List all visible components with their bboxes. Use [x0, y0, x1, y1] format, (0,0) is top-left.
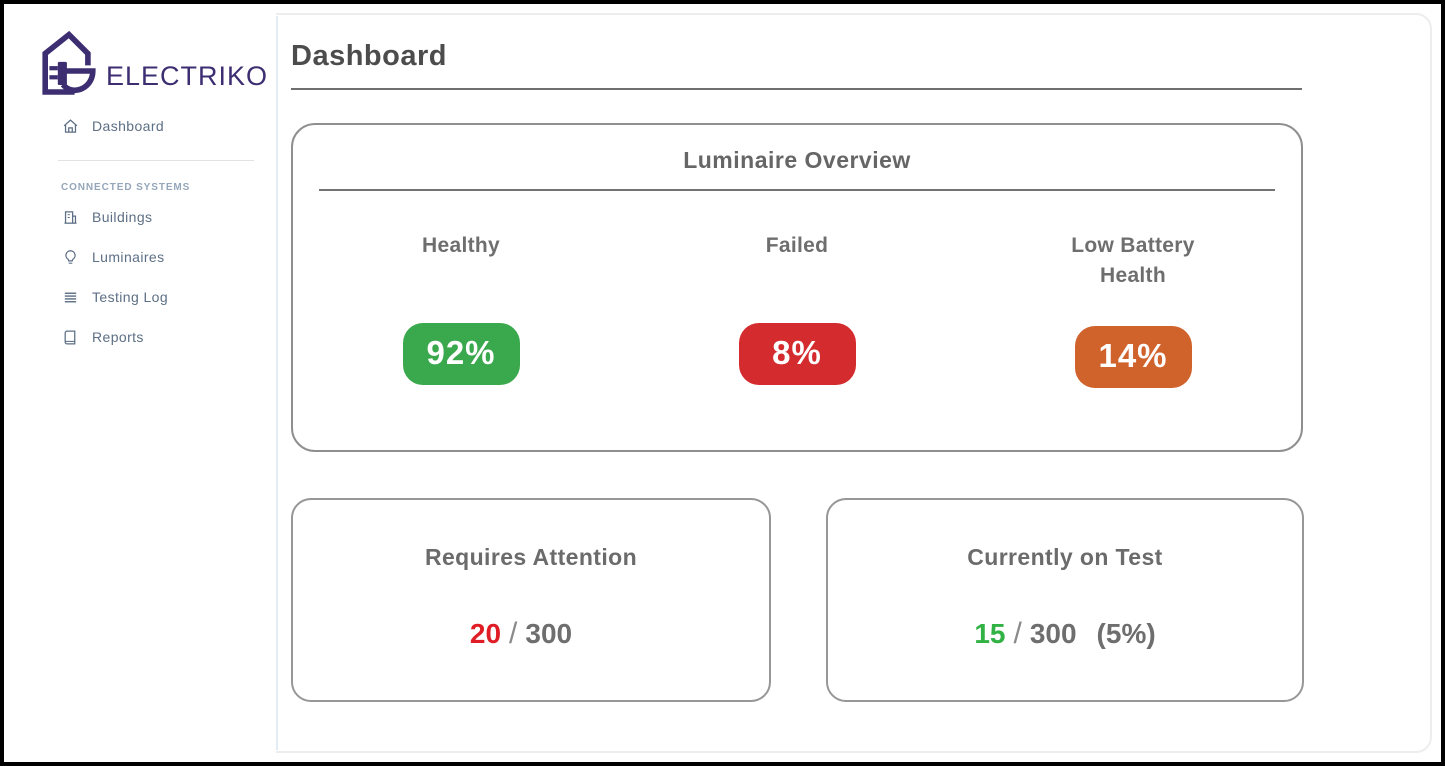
home-icon	[63, 118, 78, 133]
on-test-count: 15	[974, 618, 1006, 649]
overview-stats-row: Healthy 92% Failed 8% Low Battery Health…	[293, 231, 1301, 388]
overview-card-title: Luminaire Overview	[683, 147, 911, 173]
sidebar-item-label: Luminaires	[92, 249, 165, 265]
currently-on-test-card: Currently on Test 15/300 (5%)	[826, 498, 1304, 702]
attention-count: 20	[469, 618, 502, 649]
sidebar-section-label: CONNECTED SYSTEMS	[61, 182, 191, 193]
stat-label: Low Battery Health	[1071, 234, 1195, 288]
sidebar-item-label: Dashboard	[92, 118, 165, 134]
sidebar-item-dashboard[interactable]: Dashboard	[8, 106, 276, 146]
sidebar: ELECTRIKO Dashboard CONNECTED SYSTEMS Bu…	[8, 8, 278, 758]
total-count: 300	[525, 618, 573, 649]
total-count: 300	[1029, 618, 1077, 649]
value-suffix: (5%)	[1096, 618, 1156, 649]
value-separator: /	[509, 617, 518, 650]
summary-card-title: Currently on Test	[967, 544, 1163, 570]
electriko-house-plug-icon	[42, 30, 96, 95]
sidebar-item-luminaires[interactable]: Luminaires	[8, 237, 276, 277]
summary-card-value: 20/300	[293, 617, 769, 651]
page-title: Dashboard	[291, 40, 447, 72]
lightbulb-icon	[65, 249, 76, 264]
stat-value-badge: 92%	[402, 323, 520, 386]
overview-title-underline	[319, 189, 1275, 191]
book-icon	[64, 329, 76, 345]
sidebar-nav: Dashboard CONNECTED SYSTEMS Buildings Lu…	[8, 106, 276, 357]
stat-label: Healthy	[422, 234, 500, 257]
sidebar-section-divider	[58, 160, 254, 161]
page-title-underline	[291, 88, 1302, 90]
sidebar-item-reports[interactable]: Reports	[8, 317, 276, 357]
app-window: ELECTRIKO Dashboard CONNECTED SYSTEMS Bu…	[4, 4, 1441, 762]
summary-card-value: 15/300 (5%)	[828, 617, 1302, 651]
stat-low-battery-health: Low Battery Health 14%	[965, 231, 1301, 388]
stat-label: Failed	[765, 234, 829, 257]
stat-failed: Failed 8%	[629, 231, 965, 388]
requires-attention-card: Requires Attention 20/300	[291, 498, 771, 702]
sidebar-item-label: Buildings	[92, 209, 153, 225]
value-separator: /	[1013, 617, 1022, 650]
building-icon	[64, 210, 77, 224]
sidebar-item-label: Reports	[92, 329, 144, 345]
list-lines-icon	[64, 292, 77, 302]
brand-name: ELECTRIKO	[106, 61, 269, 91]
stat-value-badge: 14%	[1074, 325, 1192, 388]
stat-healthy: Healthy 92%	[293, 231, 629, 388]
brand-logo: ELECTRIKO	[8, 8, 276, 100]
luminaire-overview-card: Luminaire Overview Healthy 92% Failed 8%…	[291, 123, 1303, 452]
sidebar-item-buildings[interactable]: Buildings	[8, 197, 276, 237]
stat-value-badge: 8%	[738, 323, 856, 386]
summary-card-title: Requires Attention	[424, 544, 638, 570]
sidebar-item-testing-log[interactable]: Testing Log	[8, 277, 276, 317]
sidebar-divider-vertical	[276, 16, 278, 750]
sidebar-item-label: Testing Log	[92, 289, 169, 305]
